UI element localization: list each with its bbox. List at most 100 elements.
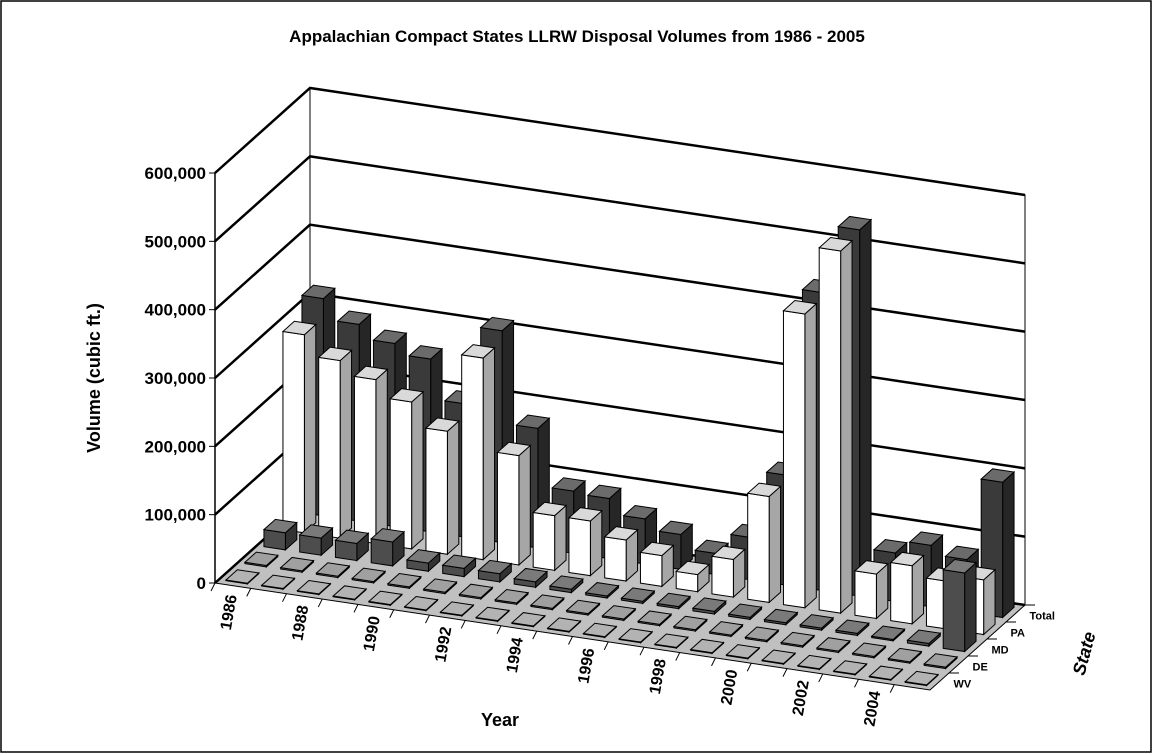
x-axis-title: Year (481, 710, 519, 730)
bar-top (460, 344, 496, 359)
bar (279, 556, 315, 574)
bar (868, 665, 904, 682)
bar (353, 365, 389, 545)
grid-line (214, 155, 1026, 265)
bar-top (372, 329, 408, 344)
bar (567, 507, 603, 577)
z-tick-label: MD (992, 645, 1009, 657)
bar-top (639, 541, 675, 557)
bar-top (853, 560, 889, 575)
bar-front (604, 536, 627, 582)
chart-title: Appalachian Compact States LLRW Disposal… (289, 27, 865, 46)
bar-top (353, 365, 389, 381)
bar-side (482, 346, 496, 561)
bar-top (658, 520, 694, 536)
bar (691, 597, 727, 616)
bar-top (796, 654, 832, 670)
bar-top (477, 559, 513, 575)
bar-front (854, 570, 877, 620)
bar-top (224, 569, 260, 584)
bar (710, 545, 746, 599)
bar-top (424, 417, 460, 432)
bar (458, 583, 494, 601)
bar (675, 560, 711, 593)
bar-top (367, 590, 403, 606)
bar-top (708, 621, 744, 636)
bar-top (653, 633, 689, 648)
bar-side (411, 390, 424, 551)
bar-top (908, 531, 944, 546)
bar (262, 518, 298, 551)
bar (620, 587, 656, 605)
bar-top (298, 524, 334, 539)
bar (367, 590, 403, 607)
bar-front (282, 330, 305, 534)
bar-side (768, 485, 782, 604)
bar-top (887, 647, 923, 663)
bar-top (565, 599, 601, 615)
bar-top (494, 589, 530, 604)
x-tick (568, 636, 573, 645)
z-tick-label: PA (1011, 628, 1026, 640)
bar-top (441, 554, 477, 569)
bar-top (386, 572, 422, 588)
bar (906, 629, 942, 648)
bar (763, 608, 799, 626)
bar (422, 578, 458, 595)
bar (224, 569, 260, 585)
bar-top (675, 560, 711, 576)
bar-front (425, 427, 448, 555)
bar (281, 320, 317, 534)
bar-front (370, 538, 394, 567)
bar-top (496, 441, 532, 457)
bar (584, 582, 620, 600)
bar-side (589, 509, 603, 577)
bar (510, 612, 546, 628)
bar-top (513, 567, 549, 583)
bar (370, 528, 406, 568)
bar-top (279, 556, 315, 572)
bar-top (567, 507, 603, 522)
bar-top (780, 631, 816, 647)
bar-side (554, 504, 567, 572)
bar-top (980, 468, 1016, 483)
bar-top (601, 605, 637, 620)
bar (513, 567, 549, 589)
bar-top (603, 526, 639, 541)
bar-top (317, 346, 353, 362)
bar-top (405, 549, 441, 564)
bar (923, 653, 959, 670)
x-tick-label: 1988 (289, 604, 312, 642)
bar-top (281, 320, 317, 336)
x-tick (460, 620, 466, 629)
bar (582, 622, 618, 639)
bar-top (334, 529, 370, 545)
bar-side (1002, 470, 1015, 619)
bar (727, 603, 763, 621)
bar (904, 670, 940, 687)
bar (761, 649, 797, 666)
bar-top (370, 528, 406, 543)
bar (725, 644, 761, 660)
bar-side (840, 239, 853, 615)
bar-front (532, 511, 556, 571)
bar-front (389, 398, 413, 550)
bar-side (303, 323, 317, 534)
bar-top (439, 601, 475, 616)
bar (494, 589, 530, 606)
x-tick-label: 2004 (861, 690, 884, 728)
x-tick (639, 646, 645, 656)
bar-top (923, 653, 959, 668)
bar-top (296, 579, 332, 595)
bar (332, 585, 368, 602)
bar-top (532, 501, 568, 517)
bar (475, 606, 511, 623)
bar-top (725, 644, 761, 659)
bar-top (529, 594, 565, 609)
bar-front (461, 354, 484, 561)
bar-top (834, 619, 870, 634)
bar (405, 549, 441, 573)
bar-top (422, 578, 458, 593)
x-tick (317, 598, 323, 608)
bar (315, 562, 351, 579)
